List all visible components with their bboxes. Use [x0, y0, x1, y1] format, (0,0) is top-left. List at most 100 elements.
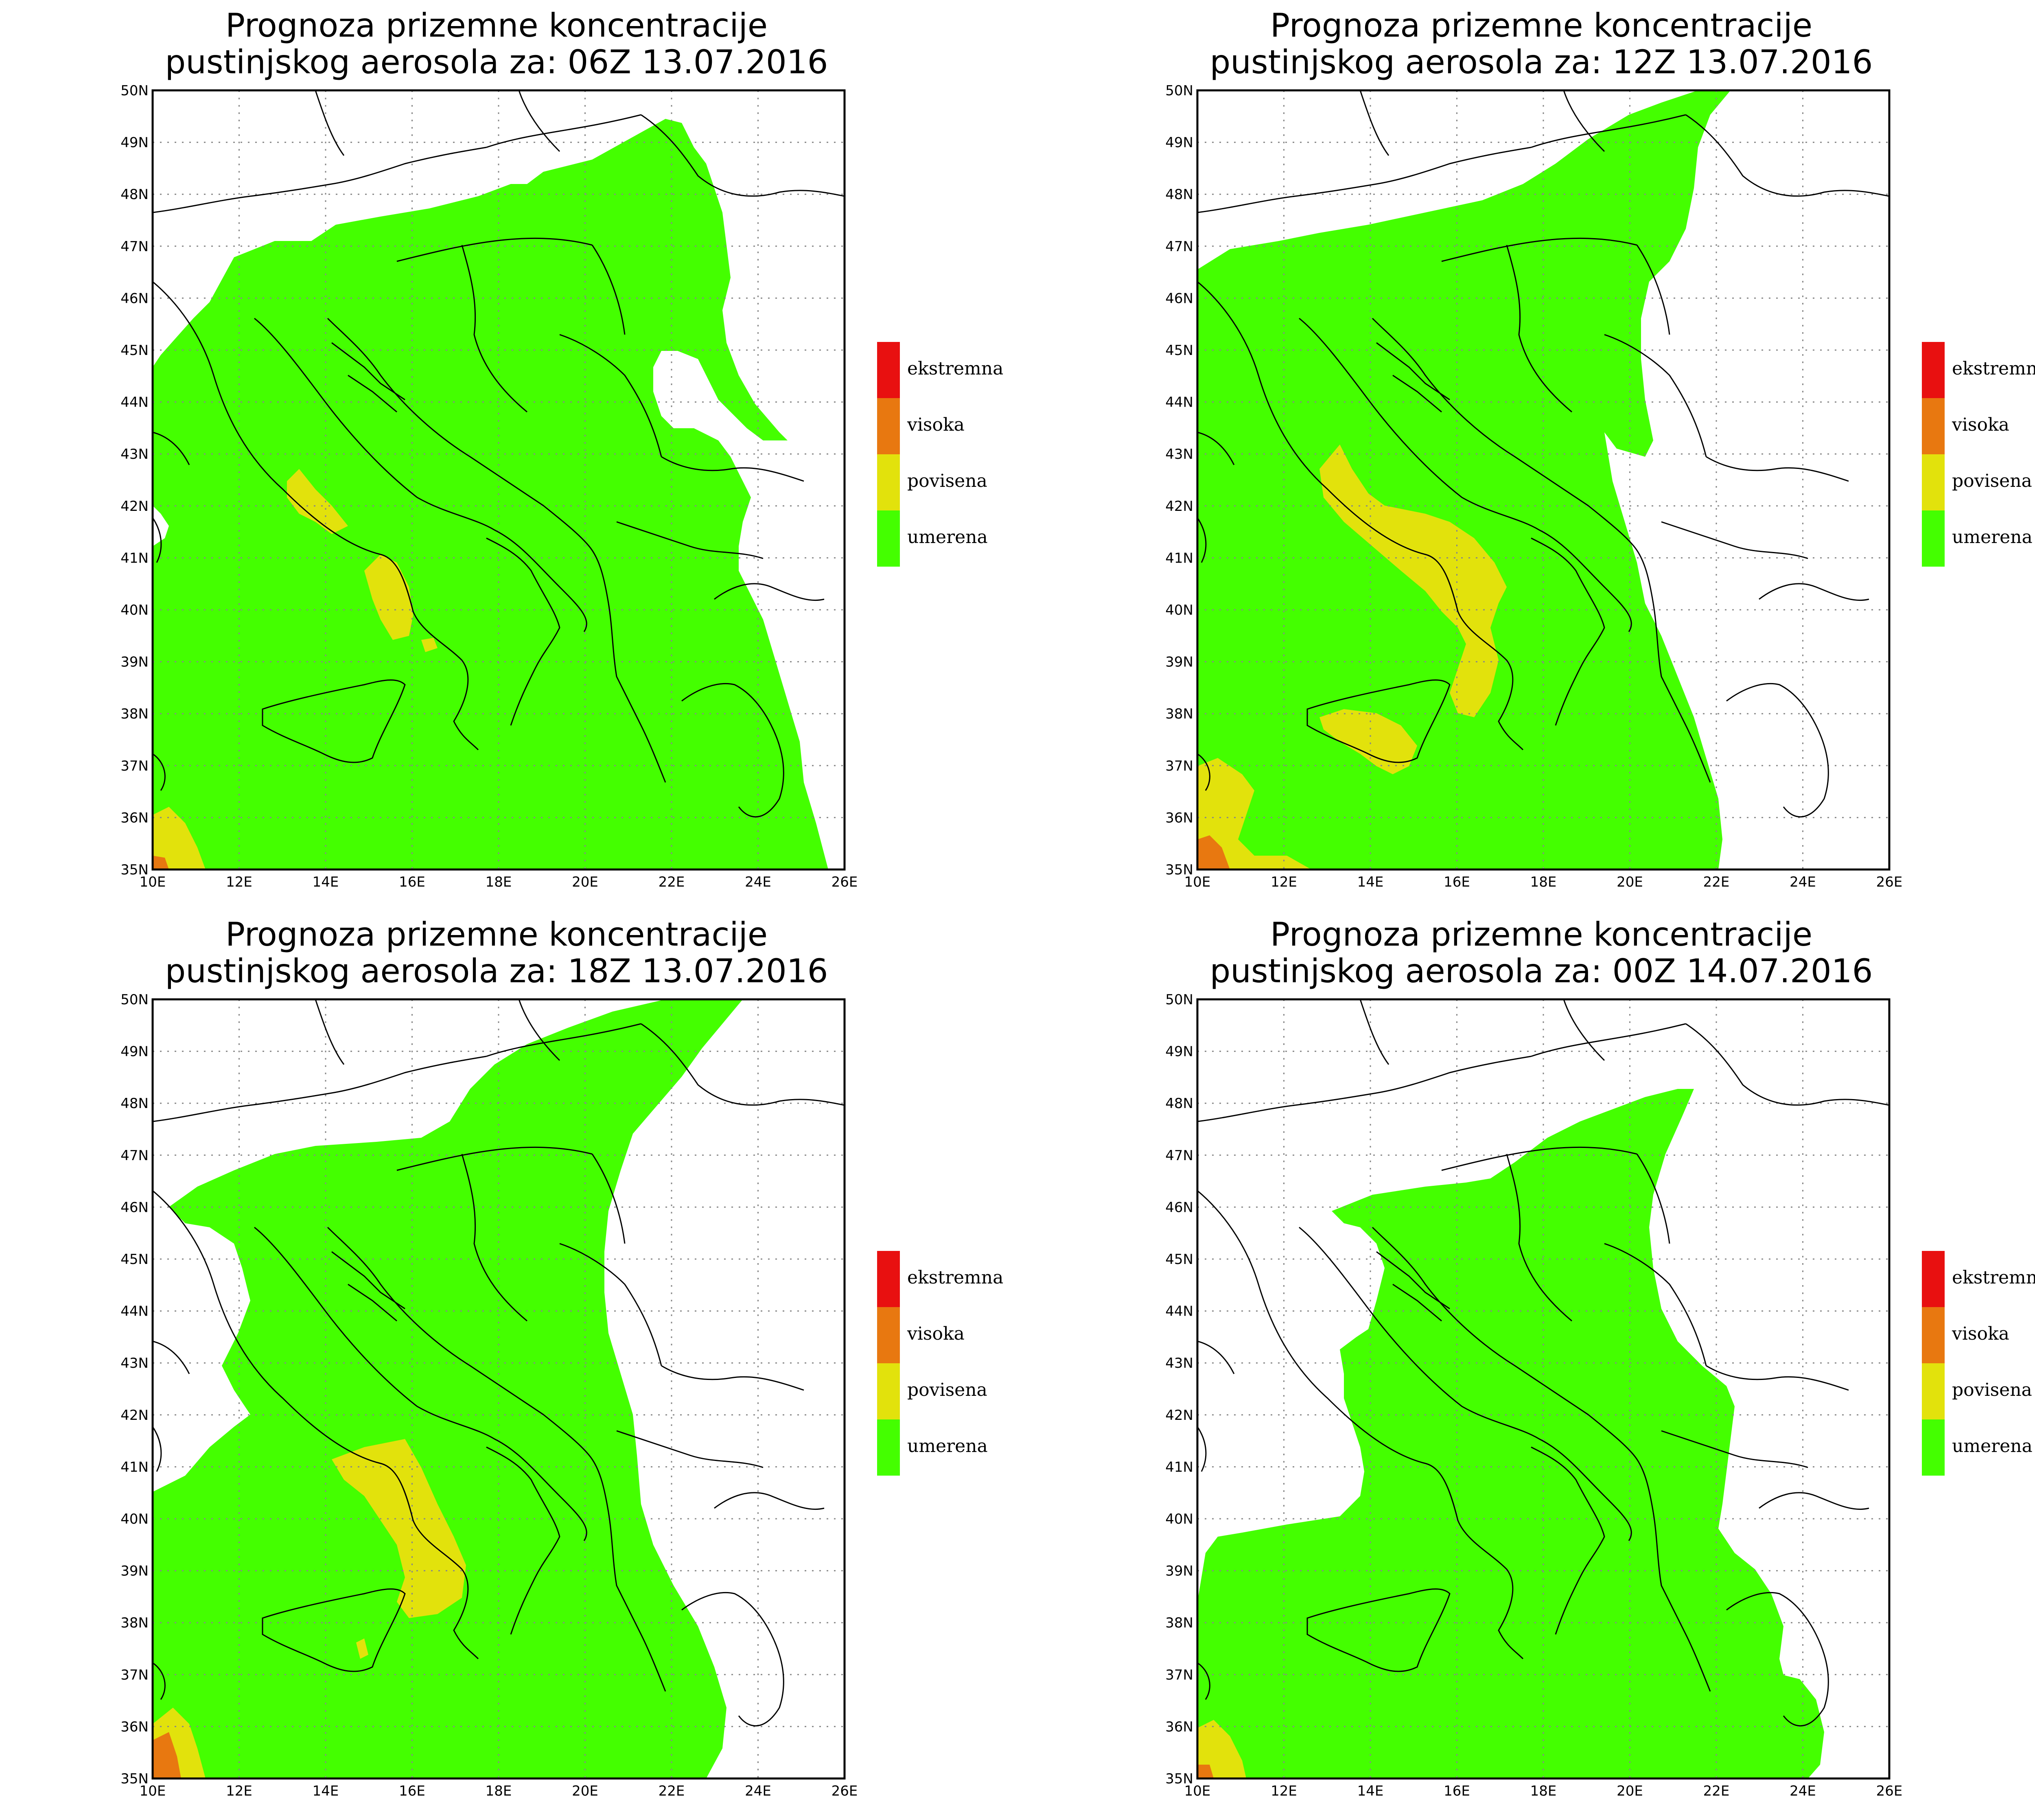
lon-tick-label: 10E [1184, 874, 1211, 890]
povisena-area [153, 807, 206, 869]
lon-tick-label: 14E [1357, 1783, 1384, 1799]
legend-swatch-visoka [1922, 398, 1945, 454]
legend-label: umerena [1952, 1436, 2033, 1456]
lat-tick-label: 45N [1165, 342, 1193, 359]
lat-tick-label: 49N [120, 135, 149, 151]
legend-swatch-ekstremna [877, 1251, 900, 1307]
lat-tick-label: 35N [120, 862, 149, 878]
umerena-area [153, 119, 828, 869]
axis-ticks: 10E 12E 14E 16E 18E 20E 22E 24E 26E 50N 49N 48N 47N 4… [120, 83, 1902, 1799]
legend-label: umerena [1952, 527, 2033, 548]
povisena-area [364, 554, 413, 640]
lon-tick-label: 24E [745, 1783, 771, 1799]
povisena-area [1197, 1720, 1246, 1778]
panel-title-line1: Prognoza prizemne koncentracije [225, 7, 768, 44]
lat-tick-label: 41N [1165, 550, 1193, 566]
lat-tick-label: 41N [120, 550, 149, 566]
legends: ekstremna visoka povisena umerena ekstremna v… [877, 342, 2035, 1476]
lat-tick-label: 38N [120, 1615, 149, 1631]
lat-tick-label: 37N [120, 1667, 149, 1683]
povisena-area [287, 469, 348, 534]
lat-tick-label: 43N [1165, 1355, 1193, 1371]
lat-tick-label: 47N [1165, 1148, 1193, 1164]
visoka-area [153, 856, 169, 869]
legend-label: visoka [1952, 1323, 2009, 1344]
lat-tick-label: 46N [120, 1199, 149, 1216]
povisena-area [1319, 445, 1507, 717]
lon-tick-label: 14E [313, 1783, 339, 1799]
legend-swatch-povisena [877, 1363, 900, 1419]
legend-swatch-visoka [1922, 1307, 1945, 1363]
lon-tick-label: 14E [1357, 874, 1384, 890]
lat-tick-label: 44N [1165, 1303, 1193, 1320]
lon-tick-label: 20E [572, 874, 598, 890]
lat-tick-label: 40N [1165, 1511, 1193, 1527]
legend-swatch-povisena [877, 454, 900, 510]
umerena-area [1197, 90, 1731, 869]
legend-label: umerena [907, 1436, 988, 1456]
panel-12z: Prognoza prizemne koncentracije pustinjs… [1196, 7, 1891, 871]
lon-tick-label: 20E [572, 1783, 598, 1799]
lon-tick-label: 22E [659, 1783, 685, 1799]
lat-tick-label: 50N [120, 83, 149, 99]
lat-tick-label: 49N [1165, 135, 1193, 151]
lat-tick-label: 44N [120, 394, 149, 411]
panel-title-line1: Prognoza prizemne koncentracije [1270, 915, 1812, 953]
umerena-area [1197, 1089, 1824, 1778]
visoka-area [153, 1732, 181, 1778]
legend-swatch-ekstremna [1922, 342, 1945, 398]
lon-tick-label: 26E [1876, 874, 1903, 890]
lon-tick-label: 18E [1530, 874, 1557, 890]
lat-tick-label: 37N [1165, 1667, 1193, 1683]
map-plot [151, 89, 846, 871]
panel-title-line2: pustinjskog aerosola za: 06Z 13.07.2016 [165, 43, 828, 81]
legend-swatch-umerena [877, 510, 900, 567]
legend-swatch-povisena [1922, 454, 1945, 510]
legend-label: ekstremna [907, 358, 1003, 379]
lat-tick-label: 43N [120, 446, 149, 462]
visoka-area [1197, 835, 1230, 869]
lat-tick-label: 43N [120, 1355, 149, 1371]
lon-tick-label: 24E [1790, 1783, 1816, 1799]
lat-tick-label: 47N [120, 1148, 149, 1164]
lon-tick-label: 24E [745, 874, 771, 890]
lat-tick-label: 40N [1165, 602, 1193, 618]
lat-tick-label: 42N [1165, 498, 1193, 515]
legend-label: ekstremna [1952, 1267, 2035, 1288]
legend-swatch-umerena [1922, 1419, 1945, 1476]
panel-title-line2: pustinjskog aerosola za: 18Z 13.07.2016 [165, 952, 828, 990]
lon-tick-label: 22E [1703, 874, 1730, 890]
lon-tick-label: 20E [1617, 1783, 1643, 1799]
povisena-area [356, 1638, 368, 1659]
lat-tick-label: 44N [120, 1303, 149, 1320]
lat-tick-label: 47N [120, 239, 149, 255]
lon-tick-label: 10E [140, 1783, 166, 1799]
legend-label: visoka [1952, 414, 2009, 435]
lon-tick-label: 16E [399, 1783, 425, 1799]
lon-tick-label: 20E [1617, 874, 1643, 890]
lat-tick-label: 35N [120, 1771, 149, 1787]
lon-tick-label: 10E [1184, 1783, 1211, 1799]
lat-tick-label: 45N [120, 1251, 149, 1268]
legend-label: umerena [907, 527, 988, 548]
umerena-area [153, 999, 743, 1778]
legend-label: ekstremna [907, 1267, 1003, 1288]
lat-tick-label: 38N [1165, 1615, 1193, 1631]
legend-swatch-povisena [1922, 1363, 1945, 1419]
panel-06z: Prognoza prizemne koncentracije pustinjs… [151, 7, 846, 871]
map-plot [151, 998, 846, 1780]
lat-tick-label: 37N [1165, 758, 1193, 774]
lon-tick-label: 12E [1271, 874, 1297, 890]
panel-title-line1: Prognoza prizemne koncentracije [1270, 7, 1812, 44]
lat-tick-label: 45N [1165, 1251, 1193, 1268]
visoka-area [1197, 1765, 1214, 1778]
lat-tick-label: 36N [1165, 1719, 1193, 1735]
lat-tick-label: 46N [120, 290, 149, 307]
lat-tick-label: 39N [120, 654, 149, 670]
lon-tick-label: 12E [1271, 1783, 1297, 1799]
legend-label: povisena [907, 471, 987, 491]
lat-tick-label: 35N [1165, 1771, 1193, 1787]
legend-label: visoka [907, 414, 965, 435]
